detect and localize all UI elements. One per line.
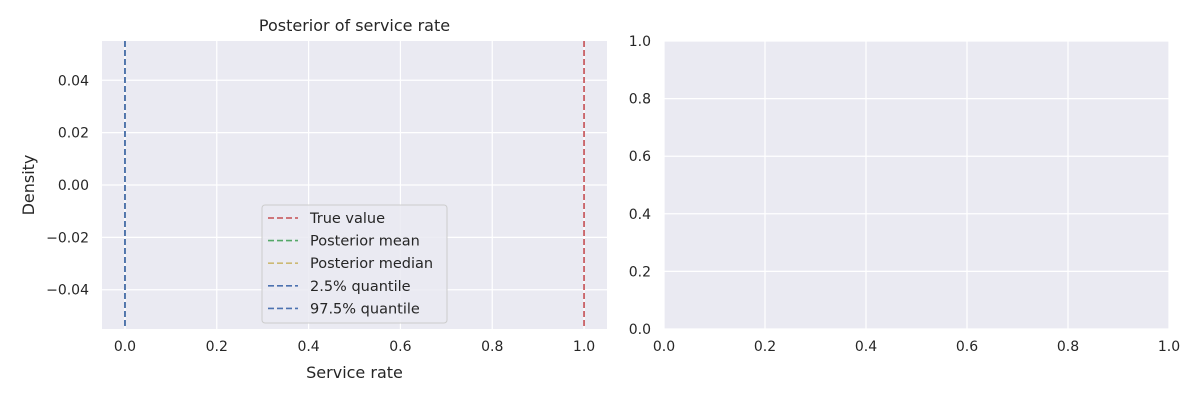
legend: True value Posterior mean Posterior median… [261,204,448,324]
grid [663,40,1170,330]
x-tick-label: 0.0 [114,339,136,355]
y-tick-label: −0.02 [46,230,89,246]
legend-frame [261,204,448,324]
x-tick-labels: 0.0 0.2 0.4 0.6 0.8 1.0 [653,339,1180,355]
posterior-chart: 0.0 0.2 0.4 0.6 0.8 1.0 −0.04 −0.02 0.00 0.02 0.0… [19,16,607,382]
legend-label: True value [309,211,385,227]
x-tick-label: 0.6 [389,339,411,355]
legend-label: Posterior median [310,256,433,272]
empty-chart: 0.0 0.2 0.4 0.6 0.8 1.0 0.0 0.2 0.4 0.6 0.8 1.0 [629,34,1180,355]
y-tick-labels: 0.0 0.2 0.4 0.6 0.8 1.0 [629,34,651,338]
y-tick-label: 0.04 [58,73,89,89]
x-tick-label: 1.0 [1158,339,1180,355]
x-tick-label: 0.2 [754,339,776,355]
x-tick-label: 1.0 [573,339,595,355]
plot-area [664,41,1169,329]
x-tick-label: 0.2 [206,339,228,355]
x-axis-label: Service rate [306,363,403,382]
y-tick-label: 0.0 [629,322,651,338]
y-tick-label: 0.6 [629,149,651,165]
y-tick-label: −0.04 [46,283,89,299]
y-tick-label: 0.8 [629,92,651,108]
y-axis-label: Density [19,155,38,216]
x-tick-label: 0.4 [297,339,319,355]
x-tick-label: 0.6 [956,339,978,355]
grid [102,41,607,329]
x-tick-label: 0.8 [481,339,503,355]
x-tick-label: 0.8 [1057,339,1079,355]
y-tick-label: 0.02 [58,126,89,142]
x-tick-labels: 0.0 0.2 0.4 0.6 0.8 1.0 [114,339,595,355]
y-tick-label: 0.2 [629,264,651,280]
x-tick-label: 0.4 [855,339,877,355]
y-tick-label: 0.00 [58,178,89,194]
y-tick-labels: −0.04 −0.02 0.00 0.02 0.04 [46,73,89,298]
legend-label: 97.5% quantile [310,301,420,317]
y-tick-label: 1.0 [629,34,651,50]
y-tick-label: 0.4 [629,207,651,223]
series-lines [124,41,585,329]
chart-title: Posterior of service rate [259,16,450,35]
x-tick-label: 0.0 [653,339,675,355]
legend-label: Posterior mean [310,234,420,250]
legend-label: 2.5% quantile [310,279,411,295]
